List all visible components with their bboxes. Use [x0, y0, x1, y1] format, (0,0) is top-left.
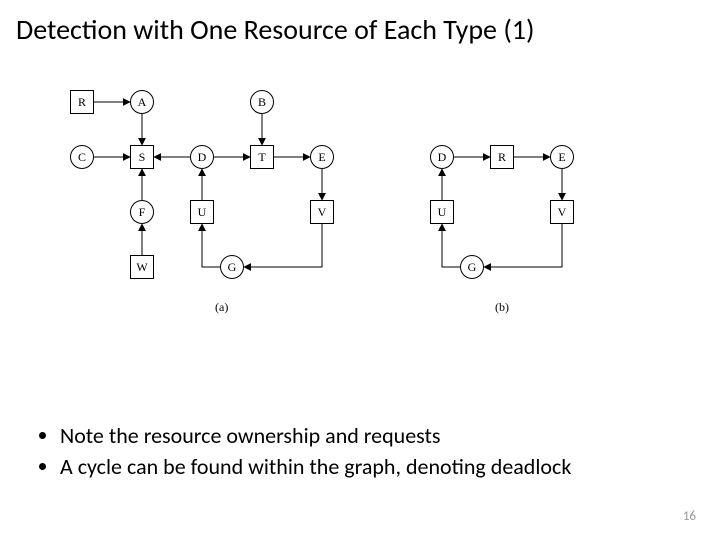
resource-graph-diagram: R A B C S D T E F U V W G D R E U V G (a) (b) [60, 90, 660, 350]
node-t: T [250, 145, 274, 169]
node-r: R [70, 90, 94, 114]
node-ub: U [430, 200, 454, 224]
bullet-list: Note the resource ownership and requests… [20, 422, 571, 483]
node-f: F [130, 200, 154, 224]
bullet-item: A cycle can be found within the graph, d… [60, 453, 571, 482]
node-d: D [190, 145, 214, 169]
node-u: U [190, 200, 214, 224]
node-rb: R [490, 145, 514, 169]
edge-v-g [244, 224, 322, 267]
node-v: V [310, 200, 334, 224]
node-g: G [220, 255, 244, 279]
node-b: B [250, 90, 274, 114]
node-e: E [310, 145, 334, 169]
node-s: S [130, 145, 154, 169]
page-title: Detection with One Resource of Each Type… [16, 12, 535, 47]
edge-gb-ub [442, 224, 460, 267]
sublabel: (a) [215, 300, 228, 315]
node-db: D [430, 145, 454, 169]
node-vb: V [550, 200, 574, 224]
page-number: 16 [683, 509, 696, 524]
node-w: W [130, 255, 154, 279]
edge-vb-gb [484, 224, 562, 267]
node-c: C [70, 145, 94, 169]
node-a: A [130, 90, 154, 114]
node-gb: G [460, 255, 484, 279]
node-eb: E [550, 145, 574, 169]
sublabel: (b) [495, 300, 509, 315]
edge-g-u [202, 224, 220, 267]
bullet-item: Note the resource ownership and requests [60, 422, 571, 451]
